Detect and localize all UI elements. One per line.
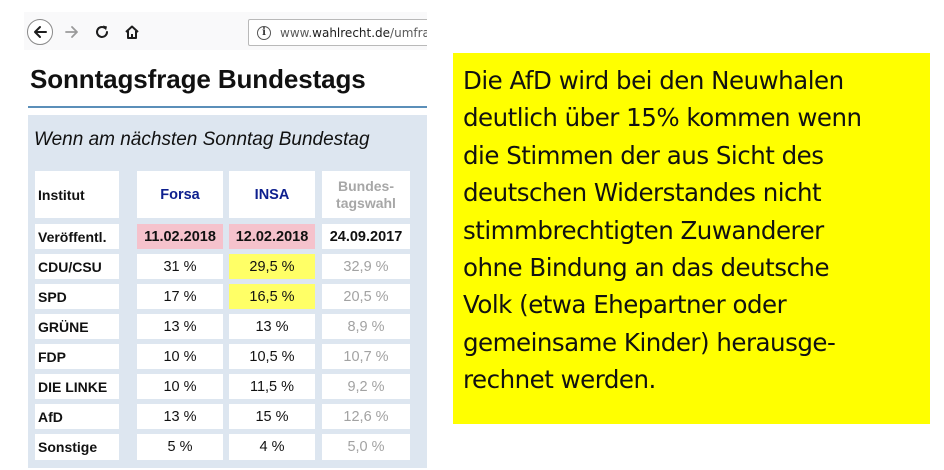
election-value: 8,9 %: [322, 314, 410, 339]
forsa-value: 13 %: [137, 314, 223, 339]
forsa-value: 17 %: [137, 284, 223, 309]
election-value: 12,6 %: [322, 404, 410, 429]
published-bundestagswahl: 24.09.2017: [322, 224, 410, 249]
party-label: Sonstige: [35, 434, 119, 460]
forsa-value: 5 %: [137, 434, 223, 460]
insa-value: 4 %: [229, 434, 315, 460]
url-prefix: www.: [280, 25, 313, 40]
party-label: AfD: [35, 404, 119, 429]
insa-value: 11,5 %: [229, 374, 315, 399]
party-label: CDU/CSU: [35, 254, 119, 279]
forsa-value: 13 %: [137, 404, 223, 429]
forsa-value: 31 %: [137, 254, 223, 279]
election-value: 32,9 %: [322, 254, 410, 279]
forsa-value: 10 %: [137, 374, 223, 399]
back-button[interactable]: [27, 19, 53, 45]
heading-divider: [28, 106, 427, 108]
arrow-right-icon: [65, 26, 78, 38]
forsa-value: 10 %: [137, 344, 223, 369]
election-value: 5,0 %: [322, 434, 410, 460]
party-label: FDP: [35, 344, 119, 369]
header-insa[interactable]: INSA: [229, 171, 315, 218]
url-domain: wahlrecht.de: [312, 25, 391, 40]
arrow-left-icon: [34, 26, 47, 38]
election-value: 20,5 %: [322, 284, 410, 309]
header-institut: Institut: [35, 171, 119, 218]
election-value: 9,2 %: [322, 374, 410, 399]
party-label: SPD: [35, 284, 119, 309]
browser-screenshot: i www.wahlrecht.de/umfra Sonntagsfrage B…: [24, 12, 427, 470]
published-insa: 12.02.2018: [229, 224, 315, 249]
insa-value: 10,5 %: [229, 344, 315, 369]
info-icon[interactable]: i: [257, 25, 271, 40]
published-forsa: 11.02.2018: [137, 224, 223, 249]
party-label: DIE LINKE: [35, 374, 119, 399]
url-bar[interactable]: i www.wahlrecht.de/umfra: [248, 19, 427, 46]
election-value: 10,7 %: [322, 344, 410, 369]
browser-toolbar: i www.wahlrecht.de/umfra: [24, 12, 427, 50]
reload-icon: [96, 25, 108, 38]
forward-button[interactable]: [60, 20, 84, 44]
header-bundestagswahl-line2: tagswahl: [336, 194, 396, 211]
page-title: Sonntagsfrage Bundestags: [30, 64, 366, 94]
header-forsa[interactable]: Forsa: [137, 171, 223, 218]
url-path: /umfra: [390, 25, 427, 40]
insa-value: 13 %: [229, 314, 315, 339]
table-caption: Wenn am nächsten Sonntag Bundestag: [34, 129, 370, 150]
annotation-text: Die AfD wird bei den Neuwhalen deutlich …: [463, 66, 862, 395]
insa-value: 16,5 %: [229, 284, 315, 309]
reload-button[interactable]: [90, 20, 114, 44]
url-text: www.wahlrecht.de/umfra: [280, 26, 427, 40]
home-button[interactable]: [120, 20, 144, 44]
published-label: Veröffentl.: [35, 224, 119, 249]
party-label: GRÜNE: [35, 314, 119, 339]
annotation-box: Die AfD wird bei den Neuwhalen deutlich …: [453, 53, 930, 424]
insa-value: 15 %: [229, 404, 315, 429]
home-icon: [125, 25, 139, 39]
insa-value: 29,5 %: [229, 254, 315, 279]
header-bundestagswahl-line1: Bundes-: [338, 177, 394, 194]
header-bundestagswahl[interactable]: Bundes- tagswahl: [322, 171, 410, 218]
